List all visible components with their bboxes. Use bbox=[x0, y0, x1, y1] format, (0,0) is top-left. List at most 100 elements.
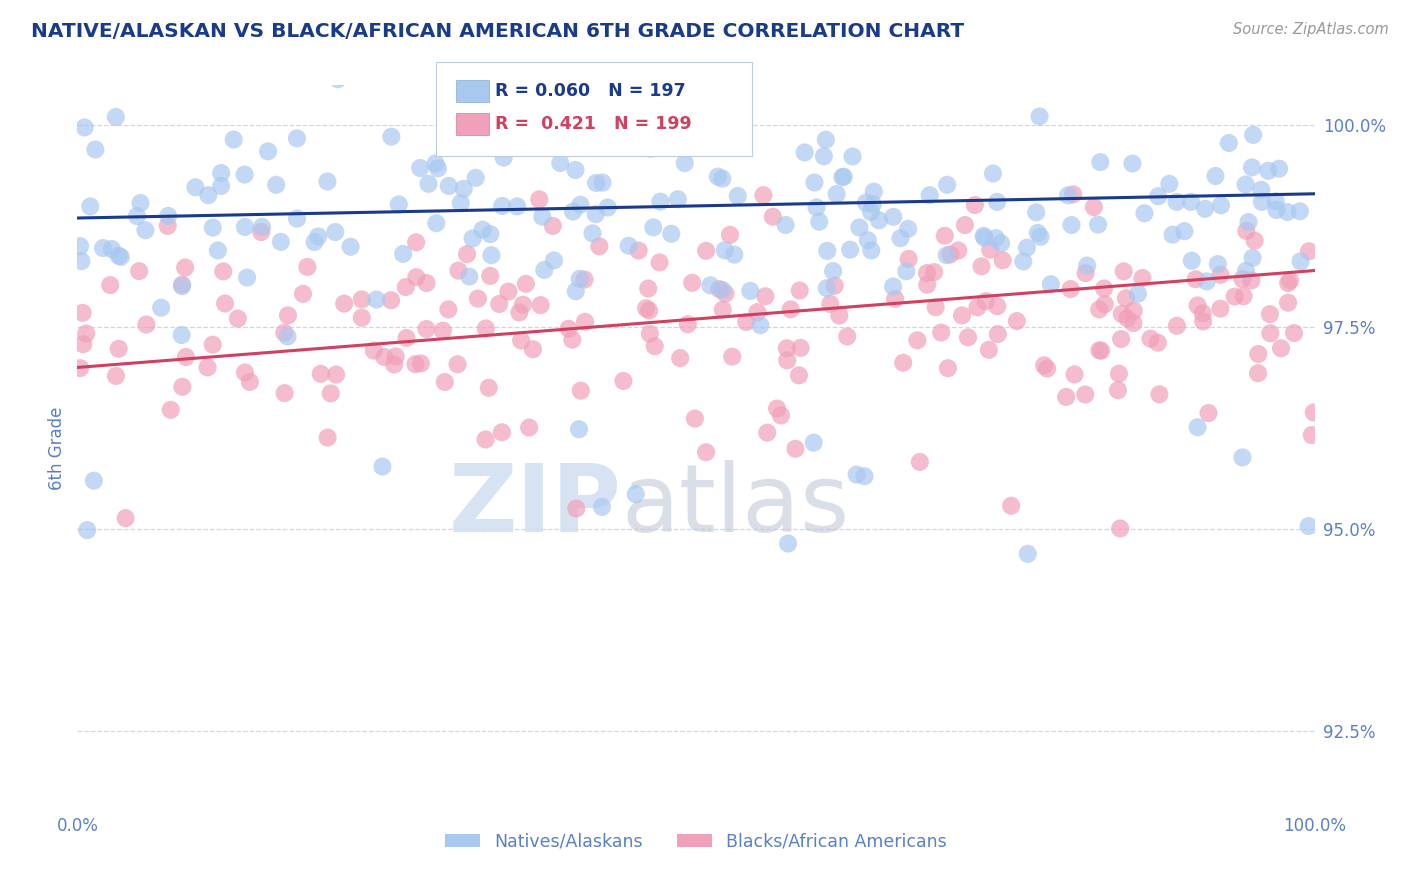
Point bbox=[184, 180, 207, 194]
Point bbox=[950, 309, 973, 323]
Point bbox=[384, 350, 406, 364]
Point bbox=[636, 301, 658, 316]
Point bbox=[769, 409, 792, 423]
Point bbox=[856, 233, 879, 247]
Point bbox=[270, 235, 292, 249]
Point bbox=[785, 442, 807, 456]
Point bbox=[1015, 241, 1038, 255]
Point bbox=[69, 239, 91, 253]
Point bbox=[984, 231, 1007, 245]
Point bbox=[506, 199, 529, 213]
Point bbox=[855, 195, 877, 210]
Point bbox=[380, 293, 402, 308]
Point bbox=[350, 310, 373, 325]
Point bbox=[212, 264, 235, 278]
Point bbox=[752, 188, 775, 202]
Point bbox=[966, 301, 988, 315]
Point bbox=[897, 222, 920, 236]
Point bbox=[91, 241, 114, 255]
Point bbox=[79, 199, 101, 213]
Point bbox=[1204, 169, 1226, 183]
Point bbox=[1109, 521, 1132, 535]
Point bbox=[84, 143, 107, 157]
Point bbox=[533, 263, 555, 277]
Point bbox=[561, 333, 583, 347]
Point bbox=[450, 196, 472, 211]
Text: NATIVE/ALASKAN VS BLACK/AFRICAN AMERICAN 6TH GRADE CORRELATION CHART: NATIVE/ALASKAN VS BLACK/AFRICAN AMERICAN… bbox=[31, 22, 965, 41]
Point bbox=[461, 231, 484, 245]
Point bbox=[1063, 368, 1085, 382]
Point bbox=[159, 402, 181, 417]
Point bbox=[1298, 244, 1320, 259]
Point bbox=[1025, 205, 1047, 219]
Point bbox=[479, 248, 502, 262]
Point bbox=[380, 129, 402, 144]
Point bbox=[152, 51, 174, 65]
Point bbox=[974, 294, 997, 309]
Point bbox=[756, 425, 779, 440]
Point bbox=[823, 264, 845, 278]
Point bbox=[515, 277, 537, 291]
Point bbox=[977, 343, 1000, 357]
Point bbox=[1132, 271, 1154, 285]
Point bbox=[711, 283, 734, 297]
Point bbox=[418, 177, 440, 191]
Point bbox=[929, 326, 952, 340]
Point bbox=[973, 228, 995, 243]
Point bbox=[825, 187, 848, 202]
Point bbox=[574, 315, 596, 329]
Point bbox=[1000, 499, 1022, 513]
Point bbox=[325, 368, 347, 382]
Point bbox=[1209, 198, 1232, 212]
Point bbox=[1234, 178, 1257, 192]
Point bbox=[569, 198, 592, 212]
Point bbox=[648, 255, 671, 269]
Point bbox=[1257, 164, 1279, 178]
Point bbox=[1111, 307, 1133, 321]
Point bbox=[1107, 383, 1129, 397]
Point bbox=[1122, 303, 1144, 318]
Point bbox=[1191, 306, 1213, 320]
Point bbox=[226, 311, 249, 326]
Point bbox=[936, 178, 959, 192]
Point bbox=[714, 286, 737, 301]
Point bbox=[787, 368, 810, 383]
Point bbox=[766, 401, 789, 416]
Point bbox=[1270, 341, 1292, 355]
Point bbox=[1122, 316, 1144, 330]
Point bbox=[948, 244, 970, 258]
Point bbox=[1074, 387, 1097, 401]
Point bbox=[222, 132, 245, 146]
Point bbox=[134, 223, 156, 237]
Point bbox=[676, 134, 699, 148]
Point bbox=[1036, 361, 1059, 376]
Point bbox=[1166, 194, 1188, 209]
Point bbox=[617, 239, 640, 253]
Point bbox=[659, 227, 682, 241]
Point bbox=[481, 114, 503, 128]
Point bbox=[779, 302, 801, 317]
Point bbox=[201, 337, 224, 351]
Point bbox=[707, 169, 730, 184]
Point bbox=[1187, 420, 1209, 434]
Point bbox=[643, 220, 665, 235]
Point bbox=[918, 188, 941, 202]
Point bbox=[474, 433, 496, 447]
Point bbox=[273, 326, 295, 340]
Point bbox=[862, 185, 884, 199]
Point bbox=[277, 309, 299, 323]
Point bbox=[669, 351, 692, 365]
Point bbox=[815, 244, 838, 258]
Point bbox=[979, 243, 1001, 257]
Point bbox=[479, 227, 502, 241]
Point bbox=[1301, 428, 1323, 442]
Point bbox=[233, 168, 256, 182]
Point bbox=[1012, 254, 1035, 268]
Point bbox=[201, 220, 224, 235]
Point bbox=[644, 339, 666, 353]
Point bbox=[1232, 289, 1254, 303]
Point bbox=[157, 209, 180, 223]
Point bbox=[1076, 259, 1098, 273]
Point bbox=[569, 384, 592, 398]
Point bbox=[776, 341, 799, 355]
